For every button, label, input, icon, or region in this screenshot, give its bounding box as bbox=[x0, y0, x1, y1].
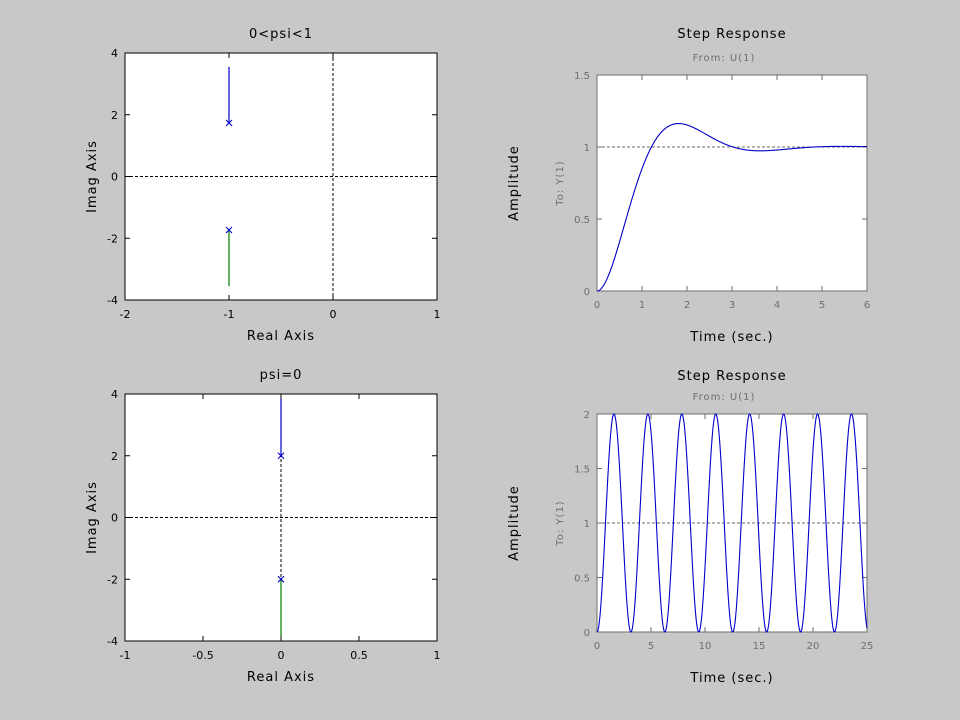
y-tick-label: 1.5 bbox=[574, 71, 590, 82]
pole-marker bbox=[225, 119, 233, 127]
x-tick-label: 0 bbox=[278, 649, 285, 662]
y-axis-sublabel: To: Y(1) bbox=[555, 500, 566, 546]
chart-title: Step Response bbox=[677, 27, 786, 42]
x-axis-label: Real Axis bbox=[247, 670, 315, 685]
y-axis-label: Amplitude bbox=[507, 145, 522, 221]
y-axis-sublabel: To: Y(1) bbox=[555, 160, 566, 206]
pole-marker bbox=[225, 226, 233, 234]
x-tick-label: 4 bbox=[774, 300, 780, 311]
x-tick-label: 0 bbox=[594, 300, 600, 311]
y-axis-label: Amplitude bbox=[507, 485, 522, 561]
chart-title: Step Response bbox=[677, 369, 786, 384]
y-tick-label: 0 bbox=[584, 287, 590, 298]
chart-subtitle: From: U(1) bbox=[693, 53, 756, 64]
subplot-4: Step Response From: U(1) 0 5 10 15 20 25 0 0.5 1 1.… bbox=[507, 369, 873, 686]
x-tick-label: 0 bbox=[330, 308, 337, 321]
chart-title: 0<psi<1 bbox=[249, 27, 313, 42]
x-tick-label: -0.5 bbox=[192, 649, 213, 662]
y-tick-label: 4 bbox=[111, 388, 118, 401]
y-tick-label: 0.5 bbox=[574, 215, 590, 226]
chart-title: psi=0 bbox=[260, 368, 303, 383]
x-axis-label: Real Axis bbox=[247, 329, 315, 344]
y-axis-label: Imag Axis bbox=[85, 140, 100, 213]
x-tick-label: 5 bbox=[819, 300, 825, 311]
x-tick-label: 1 bbox=[434, 308, 441, 321]
y-tick-label: 2 bbox=[111, 109, 118, 122]
x-tick-label: 5 bbox=[648, 641, 654, 652]
y-tick-label: 2 bbox=[111, 450, 118, 463]
subplot-2: Step Response From: U(1) 0 1 2 3 4 5 6 0 0.5 1 1.5 Ti… bbox=[507, 27, 870, 345]
y-tick-label: 1 bbox=[584, 143, 590, 154]
y-tick-label: 0 bbox=[111, 171, 118, 184]
plot-area bbox=[596, 74, 868, 292]
x-tick-label: -1 bbox=[224, 308, 235, 321]
x-axis-label: Time (sec.) bbox=[689, 330, 773, 345]
x-tick-label: 20 bbox=[807, 641, 820, 652]
x-tick-label: 0 bbox=[594, 641, 600, 652]
y-tick-label: 1 bbox=[584, 519, 590, 530]
y-tick-label: -2 bbox=[107, 232, 118, 245]
subplot-3: psi=0 -1 -0.5 0 0.5 1 -4 -2 0 2 4 Real Axis Imag Axi… bbox=[85, 368, 441, 685]
y-tick-label: 0.5 bbox=[574, 574, 590, 585]
y-tick-label: 4 bbox=[111, 47, 118, 60]
x-tick-label: 6 bbox=[864, 300, 870, 311]
y-tick-label: 2 bbox=[584, 410, 590, 421]
x-tick-label: 3 bbox=[729, 300, 735, 311]
pole-marker bbox=[277, 575, 285, 583]
pole-marker bbox=[277, 452, 285, 460]
x-tick-label: -1 bbox=[120, 649, 131, 662]
x-tick-label: 0.5 bbox=[350, 649, 368, 662]
y-tick-label: -2 bbox=[107, 573, 118, 586]
x-tick-label: 2 bbox=[684, 300, 690, 311]
x-axis-label: Time (sec.) bbox=[689, 671, 773, 686]
x-tick-label: 25 bbox=[861, 641, 874, 652]
x-tick-label: 1 bbox=[639, 300, 645, 311]
response-line bbox=[596, 122, 868, 292]
response-line bbox=[596, 413, 868, 633]
y-tick-label: 0 bbox=[584, 628, 590, 639]
y-tick-label: -4 bbox=[107, 635, 118, 648]
y-axis-label: Imag Axis bbox=[85, 481, 100, 554]
x-tick-label: 15 bbox=[753, 641, 766, 652]
chart-subtitle: From: U(1) bbox=[693, 392, 756, 403]
x-tick-label: -2 bbox=[120, 308, 131, 321]
y-tick-label: 0 bbox=[111, 512, 118, 525]
x-tick-label: 1 bbox=[434, 649, 441, 662]
y-tick-label: 1.5 bbox=[574, 465, 590, 476]
y-tick-label: -4 bbox=[107, 294, 118, 307]
x-tick-label: 10 bbox=[699, 641, 712, 652]
